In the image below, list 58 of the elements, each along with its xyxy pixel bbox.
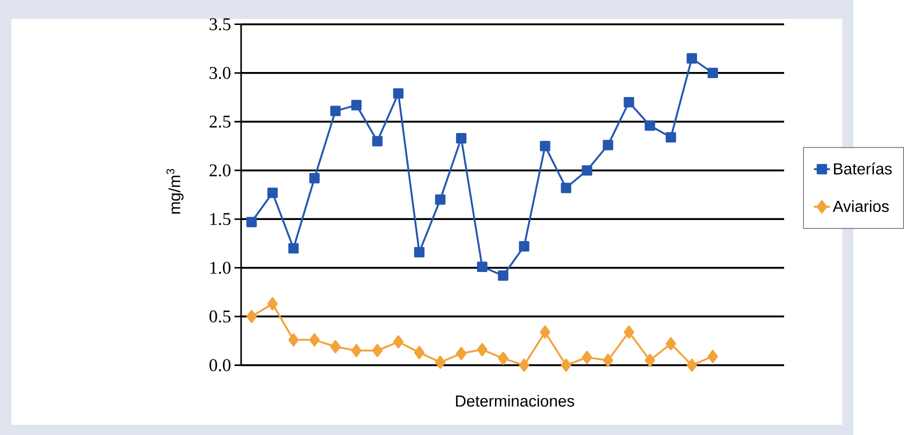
y-tick-label: 2.0 xyxy=(210,164,230,176)
point xyxy=(540,325,550,339)
point xyxy=(456,132,466,144)
point xyxy=(582,350,592,364)
point xyxy=(644,120,656,131)
point xyxy=(267,297,278,310)
x-axis-title: Determinaciones xyxy=(456,394,574,407)
y-tick-label: 0.0 xyxy=(210,358,230,372)
point xyxy=(708,350,718,363)
y-tick-label: 1.5 xyxy=(210,212,230,225)
point xyxy=(666,336,676,350)
point xyxy=(414,346,424,359)
point xyxy=(393,335,404,348)
point xyxy=(560,358,572,372)
point xyxy=(372,136,383,146)
y-axis-title: mg/m$^{3}$ xyxy=(166,168,184,214)
point xyxy=(686,53,698,64)
legend-label: Baterías xyxy=(834,162,892,174)
legend-label: Aviarios xyxy=(832,200,889,212)
y-tick-label: 3.5 xyxy=(210,18,230,30)
point xyxy=(498,270,508,281)
point xyxy=(560,182,572,193)
point xyxy=(330,340,341,354)
point xyxy=(686,358,698,372)
point xyxy=(518,358,530,372)
point xyxy=(288,333,299,346)
point xyxy=(267,187,278,198)
y-tick-label: 2.5 xyxy=(210,115,230,128)
point xyxy=(518,241,530,252)
point xyxy=(372,344,383,358)
point xyxy=(288,242,299,254)
point xyxy=(624,325,634,339)
point xyxy=(582,165,592,176)
point xyxy=(477,261,488,272)
point xyxy=(540,140,550,152)
point xyxy=(309,333,320,346)
point xyxy=(330,106,341,116)
point xyxy=(477,342,488,356)
point xyxy=(624,96,634,108)
y-tick-label: 3.0 xyxy=(210,66,230,79)
point xyxy=(435,355,446,369)
point xyxy=(435,194,446,205)
point xyxy=(666,132,676,142)
point xyxy=(246,310,257,323)
point xyxy=(393,88,404,98)
point xyxy=(498,352,508,365)
point xyxy=(309,172,320,184)
point xyxy=(351,100,362,110)
point xyxy=(414,246,424,258)
point xyxy=(644,354,656,367)
point xyxy=(246,216,257,228)
y-tick-label: 1.0 xyxy=(210,262,230,274)
y-tick-label: 0.5 xyxy=(210,310,230,322)
point xyxy=(602,354,614,367)
point xyxy=(351,344,362,358)
point xyxy=(456,346,466,360)
point xyxy=(708,68,718,78)
point xyxy=(602,140,614,150)
